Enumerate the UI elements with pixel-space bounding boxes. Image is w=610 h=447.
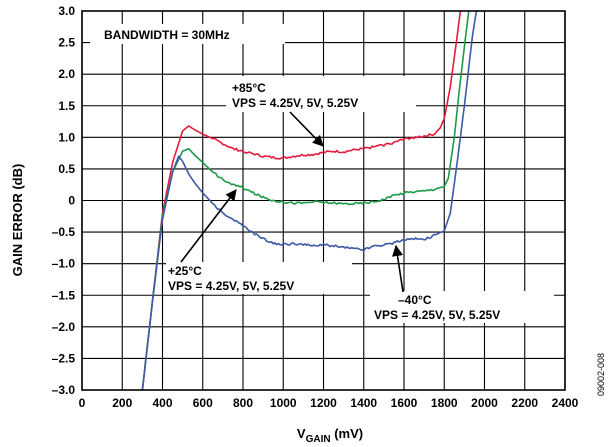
bandwidth-label-bg: [90, 24, 285, 44]
x-axis-title: VGAIN (mV): [297, 426, 363, 445]
x-axis-title-unit: (mV): [331, 426, 364, 441]
room-vps-label: VPS = 4.25V, 5V, 5.25V: [168, 279, 294, 293]
x-tick-label: 1000: [270, 396, 297, 410]
y-tick-label: 2.0: [58, 67, 75, 81]
cold-temp-label: –40°C: [398, 293, 432, 307]
room-arrow: [180, 189, 237, 263]
x-tick-label: 2400: [552, 396, 579, 410]
room-annotation-bg: [166, 262, 352, 294]
y-tick-label: –1.0: [52, 257, 76, 271]
x-tick-label: 600: [193, 396, 213, 410]
cold-annotation-bg: [370, 291, 554, 323]
plot-frame: [81, 10, 566, 391]
room-temp-label: +25°C: [168, 264, 202, 278]
y-tick-label: 1.0: [58, 130, 75, 144]
y-tick-label: –2.5: [52, 351, 76, 365]
x-tick-label: 200: [112, 396, 132, 410]
y-tick-label: –1.5: [52, 288, 76, 302]
y-tick-label: –3.0: [52, 383, 76, 397]
figure-id: 09002-008: [596, 353, 606, 396]
series-line-minus40c: [141, 11, 478, 390]
hot-temp-label: +85°C: [232, 81, 266, 95]
y-axis-title: GAIN ERROR (dB): [10, 164, 25, 277]
y-tick-label: 1.5: [58, 99, 75, 113]
x-tick-label: 800: [233, 396, 253, 410]
y-tick-label: 0: [68, 194, 75, 208]
cold-vps-label: VPS = 4.25V, 5V, 5.25V: [374, 308, 500, 322]
series-lines: [141, 11, 478, 390]
y-tick-labels: 3.0 2.5 2.0 1.5 1.0 0.5 0 –0.5 –1.0 –1.5 –2.0 –2.5 –…: [52, 4, 76, 397]
y-tick-label: 0.5: [58, 162, 75, 176]
bandwidth-label: BANDWIDTH = 30MHz: [104, 28, 230, 42]
x-tick-label: 2200: [511, 396, 538, 410]
y-tick-label: –0.5: [52, 225, 76, 239]
x-axis-title-main: V: [297, 426, 306, 441]
series-line-plus25c: [141, 11, 470, 390]
series-line-plus85c: [141, 11, 462, 390]
x-tick-labels: 0 200 400 600 800 1000 1200 1400 1600 1800 2000 220…: [79, 396, 579, 410]
y-tick-label: 2.5: [58, 36, 75, 50]
x-tick-label: 0: [79, 396, 86, 410]
cold-arrow: [391, 244, 404, 293]
y-tick-label: –2.0: [52, 320, 76, 334]
x-tick-label: 1200: [310, 396, 337, 410]
x-tick-label: 2000: [471, 396, 498, 410]
x-axis-title-subscript: GAIN: [306, 434, 331, 445]
x-tick-label: 1400: [350, 396, 377, 410]
x-tick-label: 1800: [431, 396, 458, 410]
y-tick-label: 3.0: [58, 4, 75, 18]
hot-annotation-bg: [226, 76, 416, 112]
x-tick-label: 1600: [391, 396, 418, 410]
hot-arrow: [289, 111, 324, 147]
x-tick-label: 400: [152, 396, 172, 410]
hot-vps-label: VPS = 4.25V, 5V, 5.25V: [232, 96, 358, 110]
